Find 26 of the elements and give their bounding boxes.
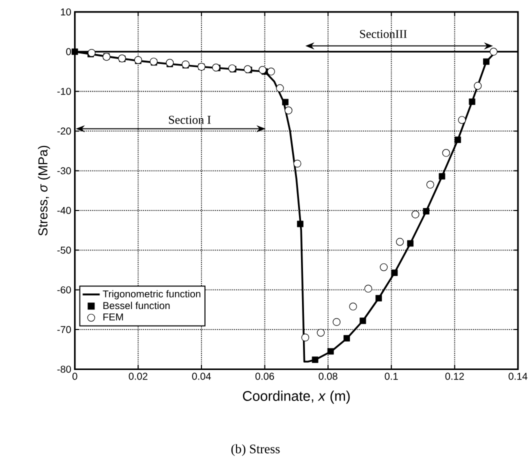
x-tick-label: 0.1	[384, 372, 398, 380]
y-tick-label: -70	[57, 326, 71, 334]
x-tick-label: 0	[72, 372, 78, 380]
annotation: SectionIII	[360, 30, 407, 38]
y-tick-label: -80	[57, 366, 71, 373]
y-tick-label: -60	[57, 286, 71, 294]
x-tick-label: 0.12	[445, 372, 464, 380]
x-tick-label: 0.02	[128, 372, 148, 380]
x-tick-label: 0.08	[318, 372, 338, 380]
y-tick-label: -10	[57, 88, 71, 95]
x-axis-title: Coordinate, x (m)	[242, 390, 350, 404]
y-tick-label: -40	[57, 206, 71, 214]
y-tick-label: 0	[66, 48, 71, 56]
legend-label: Trigonometric function	[102, 290, 200, 300]
y-tick-label: -50	[57, 246, 71, 254]
x-tick-label: 0.14	[508, 372, 528, 380]
x-tick-label: 0.04	[192, 372, 211, 380]
annotation: Section I	[168, 116, 211, 124]
y-tick-label: 10	[60, 8, 71, 16]
y-tick-label: -30	[57, 167, 71, 174]
y-tick-label: -20	[57, 128, 71, 135]
text: (b) Stress	[231, 444, 280, 456]
legend-label: Bessel function	[103, 302, 170, 310]
legend-label: FEM	[103, 313, 123, 320]
x-tick-label: 0.06	[255, 372, 274, 380]
y-axis-title: Stress, σ (MPa)	[38, 146, 50, 236]
